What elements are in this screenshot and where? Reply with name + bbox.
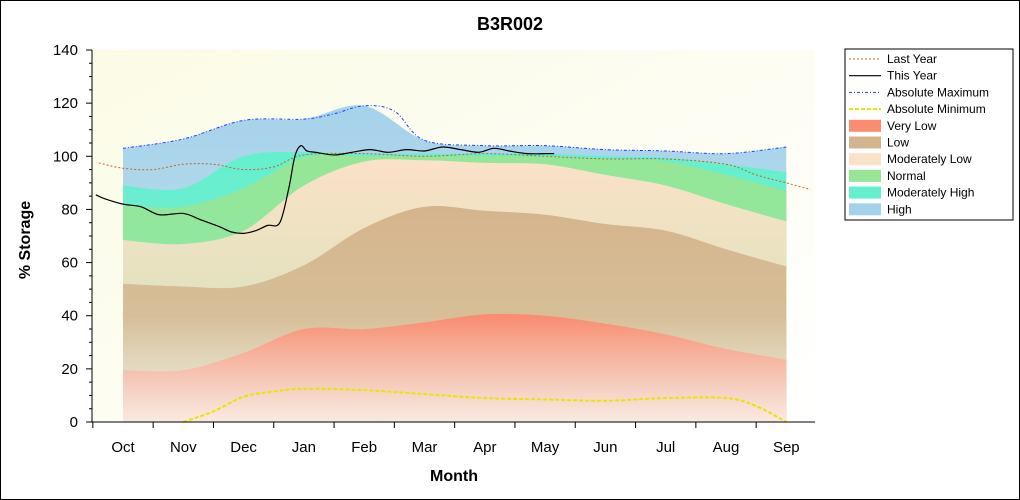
y-tick-label: 100 <box>53 148 78 165</box>
y-axis-title: % Storage <box>17 201 34 279</box>
legend-label-this-year: This Year <box>887 69 937 83</box>
legend-label-moderately-high: Moderately High <box>887 186 974 200</box>
y-tick-label: 60 <box>61 255 78 272</box>
legend-label-high: High <box>887 202 912 216</box>
x-tick-label-jan: Jan <box>292 439 316 456</box>
x-tick-label-jul: Jul <box>656 439 675 456</box>
band-fade <box>123 315 787 422</box>
legend-label-absolute-minimum: Absolute Minimum <box>887 102 986 116</box>
legend-swatch-high <box>849 203 881 216</box>
x-tick-label-oct: Oct <box>111 439 135 456</box>
x-tick-label-apr: Apr <box>473 439 496 456</box>
line-absolute-maximum <box>122 105 787 155</box>
legend-label-normal: Normal <box>887 169 926 183</box>
x-tick-label-aug: Aug <box>713 439 740 456</box>
y-tick-label: 0 <box>70 414 78 431</box>
legend-swatch-moderately-high <box>849 186 881 199</box>
legend: Last Year This Year Absolute Maximum Absolu… <box>844 48 1014 221</box>
y-tick-label: 120 <box>53 95 78 112</box>
line-absolute-minimum <box>182 387 787 423</box>
y-tick-label: 20 <box>61 361 78 378</box>
x-tick-label-may: May <box>531 439 560 456</box>
y-tick-label: 40 <box>61 308 78 325</box>
x-tick-label-mar: Mar <box>412 439 438 456</box>
legend-label-very-low: Very Low <box>887 119 937 133</box>
x-tick-label-feb: Feb <box>351 439 377 456</box>
x-axis-title: Month <box>430 468 478 485</box>
legend-label-last-year: Last Year <box>887 52 937 66</box>
x-tick-label-nov: Nov <box>170 439 197 456</box>
x-tick-label-dec: Dec <box>230 439 257 456</box>
range-bands <box>123 105 787 423</box>
series-lines <box>95 105 811 423</box>
legend-label-low: Low <box>887 136 909 150</box>
y-tick-label: 140 <box>53 42 78 59</box>
x-tick-label-jun: Jun <box>593 439 617 456</box>
legend-swatch-very-low <box>849 119 881 132</box>
legend-swatch-low <box>849 136 881 149</box>
legend-swatch-moderately-low <box>849 153 881 166</box>
y-tick-label: 80 <box>61 201 78 218</box>
axes: 0 20 40 60 80 100 120 140 Oct Nov Dec Jan Feb Mar Apr M… <box>53 42 815 456</box>
x-tick-label-sep: Sep <box>773 439 800 456</box>
legend-swatch-normal <box>849 169 881 182</box>
legend-label-absolute-maximum: Absolute Maximum <box>887 85 989 99</box>
legend-label-moderately-low: Moderately Low <box>887 152 972 166</box>
line-this-year <box>95 144 555 234</box>
chart-title: B3R002 <box>477 14 543 34</box>
